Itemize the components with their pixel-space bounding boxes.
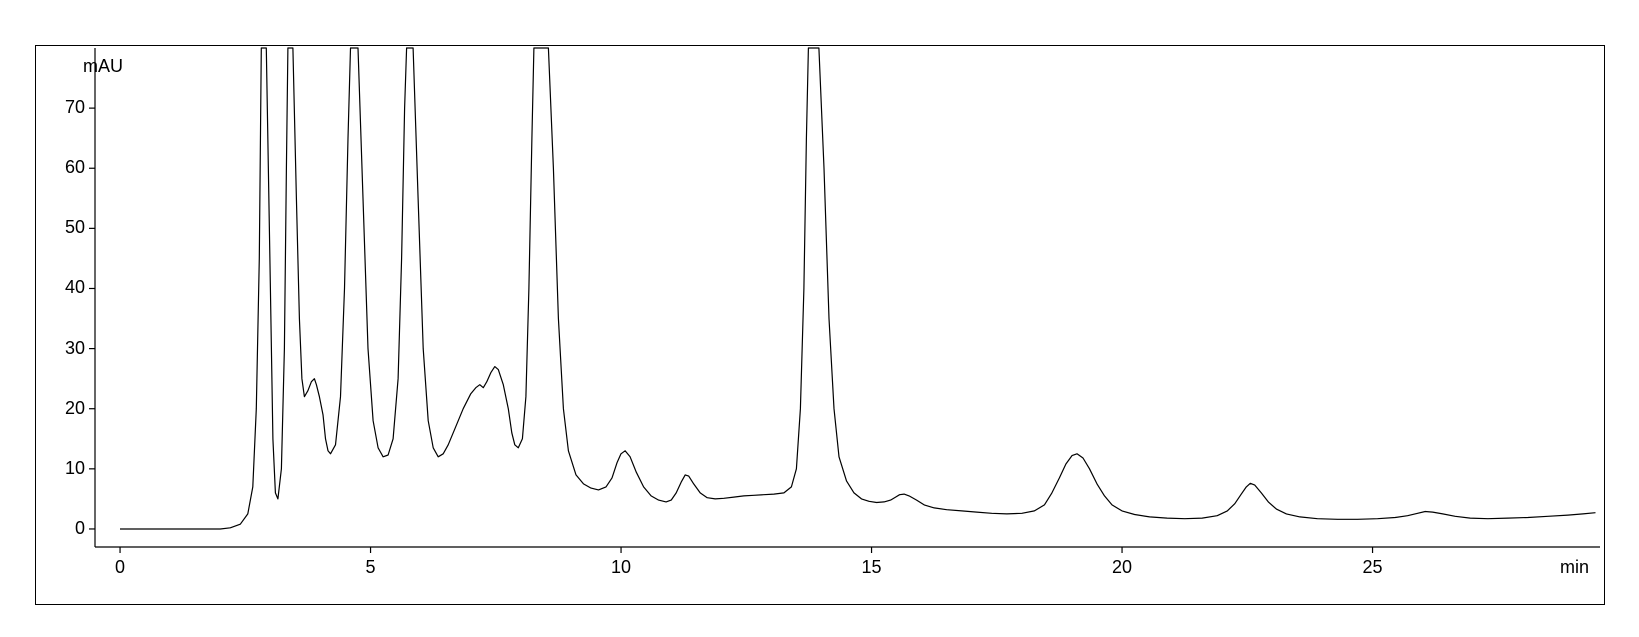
x-axis-label: min bbox=[1560, 557, 1589, 578]
y-tick-label: 10 bbox=[45, 458, 85, 479]
chromatogram-plot bbox=[0, 0, 1639, 637]
y-tick-label: 70 bbox=[45, 97, 85, 118]
x-tick-label: 10 bbox=[601, 557, 641, 578]
y-tick-label: 50 bbox=[45, 217, 85, 238]
y-tick-label: 0 bbox=[45, 518, 85, 539]
y-tick-label: 20 bbox=[45, 398, 85, 419]
x-tick-label: 25 bbox=[1353, 557, 1393, 578]
y-tick-label: 60 bbox=[45, 157, 85, 178]
x-tick-label: 0 bbox=[100, 557, 140, 578]
x-tick-label: 20 bbox=[1102, 557, 1142, 578]
x-tick-label: 5 bbox=[351, 557, 391, 578]
y-tick-label: 30 bbox=[45, 338, 85, 359]
y-axis-label: mAU bbox=[83, 56, 123, 77]
chromatogram-trace bbox=[120, 48, 1596, 529]
x-tick-label: 15 bbox=[852, 557, 892, 578]
y-tick-label: 40 bbox=[45, 277, 85, 298]
